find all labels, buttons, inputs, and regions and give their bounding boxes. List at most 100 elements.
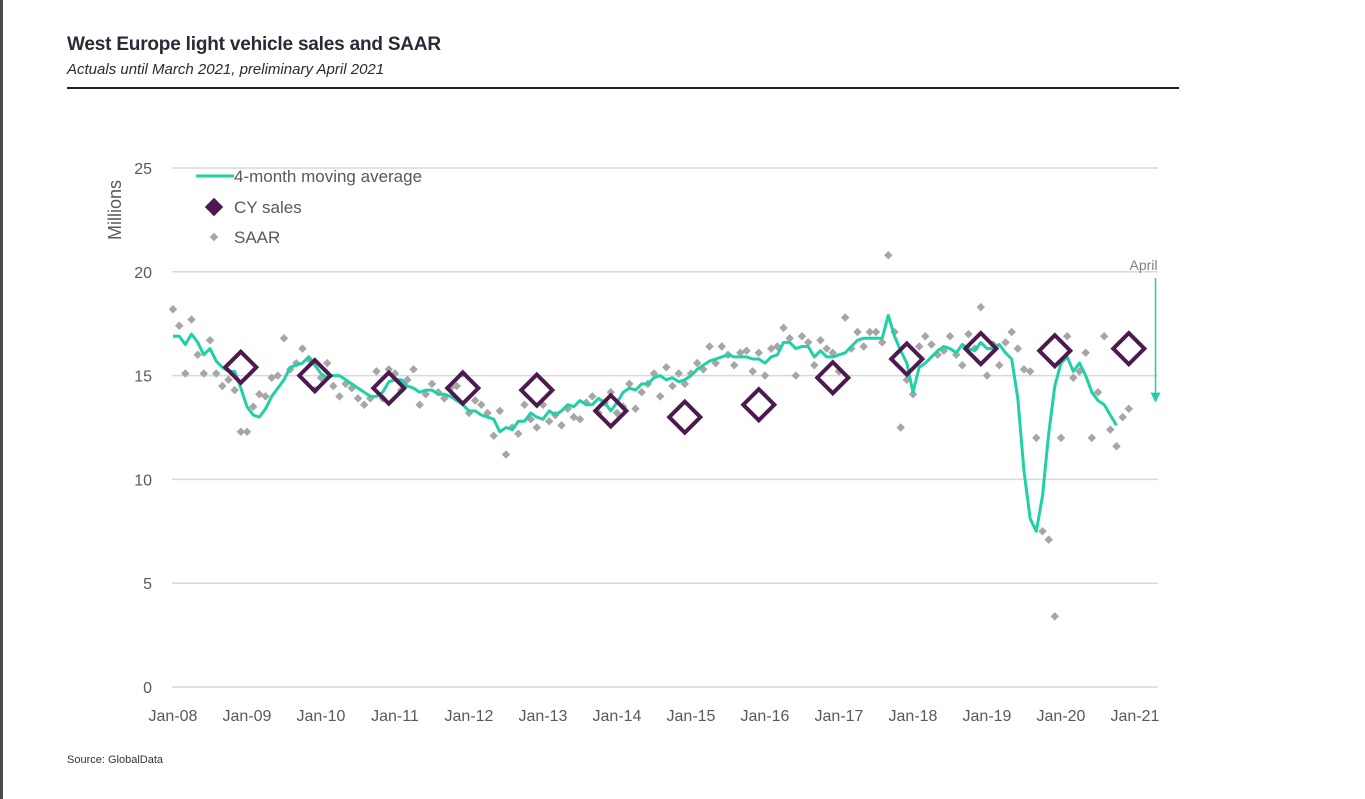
cy-sales-point xyxy=(740,386,778,424)
saar-point xyxy=(1124,404,1134,414)
cy-sales-point xyxy=(370,369,408,407)
saar-point xyxy=(976,302,986,312)
x-tick-label: Jan-11 xyxy=(371,708,419,725)
saar-point xyxy=(544,417,554,426)
saar-point xyxy=(477,400,486,409)
y-tick-labels: 0 5 10 15 20 25 xyxy=(134,161,152,697)
saar-point xyxy=(1106,425,1115,434)
saar-point xyxy=(995,360,1004,370)
x-tick-label: Jan-09 xyxy=(223,708,272,725)
saar-point xyxy=(982,371,992,380)
legend-label-saar: SAAR xyxy=(234,228,280,247)
cy-sales-point xyxy=(1036,332,1074,370)
saar-point xyxy=(1081,348,1090,358)
y-tick-label: 25 xyxy=(134,161,152,178)
saar-point xyxy=(427,379,437,389)
saar-point xyxy=(329,381,338,391)
saar-point xyxy=(1062,331,1072,341)
saar-point xyxy=(754,348,764,358)
saar-point xyxy=(335,392,344,401)
y-tick-label: 10 xyxy=(134,472,152,489)
cy-sales-point xyxy=(1110,330,1148,367)
x-tick-labels: Jan-08 Jan-09 Jan-10 Jan-11 Jan-12 Jan-13 Jan-… xyxy=(149,708,1160,725)
saar-point xyxy=(1013,344,1023,353)
y-tick-label: 15 xyxy=(134,369,152,386)
saar-point xyxy=(1087,433,1097,443)
saar-point xyxy=(668,381,677,391)
saar-point xyxy=(520,400,529,409)
saar-point xyxy=(655,392,665,401)
saar-point xyxy=(501,450,511,459)
x-tick-label: Jan-12 xyxy=(445,708,494,725)
saar-point xyxy=(384,365,394,374)
saar-point xyxy=(224,375,233,385)
saar-point xyxy=(1056,433,1066,443)
saar-point xyxy=(298,344,307,353)
legend-small-diamond-icon xyxy=(209,232,219,242)
saar-point xyxy=(797,331,807,341)
saar-point xyxy=(168,304,178,314)
x-tick-label: Jan-13 xyxy=(519,708,568,725)
cy-sales-point xyxy=(888,340,926,378)
saar-point xyxy=(273,371,283,380)
saar-point xyxy=(914,342,924,351)
saar-point xyxy=(557,421,566,430)
saar-point xyxy=(514,429,523,438)
saar-point xyxy=(964,329,973,339)
saar-point xyxy=(452,381,461,391)
saar-series xyxy=(168,250,1134,621)
saar-point xyxy=(840,313,850,322)
saar-point xyxy=(199,369,209,378)
cy-sales-point xyxy=(814,359,852,397)
saar-point xyxy=(859,342,868,351)
saar-point xyxy=(816,336,825,345)
saar-point xyxy=(896,423,905,432)
saar-point xyxy=(822,344,831,353)
window-left-border xyxy=(0,0,3,799)
saar-point xyxy=(1118,412,1127,422)
saar-point xyxy=(261,392,270,401)
saar-point xyxy=(205,336,215,345)
legend-label-moving-average: 4-month moving average xyxy=(234,167,422,186)
saar-point xyxy=(1007,327,1016,337)
y-tick-label: 0 xyxy=(143,680,152,697)
chart-title: West Europe light vehicle sales and SAAR xyxy=(67,34,441,55)
saar-point xyxy=(230,385,239,395)
saar-point xyxy=(242,427,252,436)
gridlines xyxy=(172,167,1158,688)
x-tick-label: Jan-15 xyxy=(667,708,716,725)
chart-subtitle: Actuals until March 2021, preliminary Ap… xyxy=(67,61,385,78)
x-tick-label: Jan-21 xyxy=(1111,708,1160,725)
saar-point xyxy=(1044,535,1053,544)
saar-point xyxy=(760,371,770,380)
cy-sales-point xyxy=(444,369,482,407)
saar-point xyxy=(248,402,258,411)
saar-point xyxy=(211,369,221,378)
saar-point xyxy=(322,358,332,368)
saar-point xyxy=(637,387,646,397)
saar-point xyxy=(409,365,418,374)
saar-point xyxy=(1069,373,1078,382)
saar-point xyxy=(884,250,893,260)
x-tick-label: Jan-10 xyxy=(297,708,346,725)
cy-sales-point xyxy=(222,348,260,386)
source-note: Source: GlobalData xyxy=(67,754,163,766)
saar-point xyxy=(1001,338,1010,347)
saar-point xyxy=(791,371,801,380)
saar-point xyxy=(359,400,369,409)
x-tick-label: Jan-18 xyxy=(889,708,938,725)
saar-point xyxy=(779,323,788,333)
saar-point xyxy=(927,340,936,349)
saar-point xyxy=(588,392,597,401)
saar-point xyxy=(236,427,246,436)
cy-sales-point xyxy=(962,330,1000,367)
saar-point xyxy=(372,367,381,376)
saar-point xyxy=(662,363,671,372)
saar-point xyxy=(1050,612,1060,621)
saar-point xyxy=(1032,433,1041,443)
x-tick-label: Jan-08 xyxy=(149,708,198,725)
april-arrow-head xyxy=(1150,392,1161,403)
cy-sales-point xyxy=(518,371,556,409)
april-label: April xyxy=(1129,257,1157,273)
